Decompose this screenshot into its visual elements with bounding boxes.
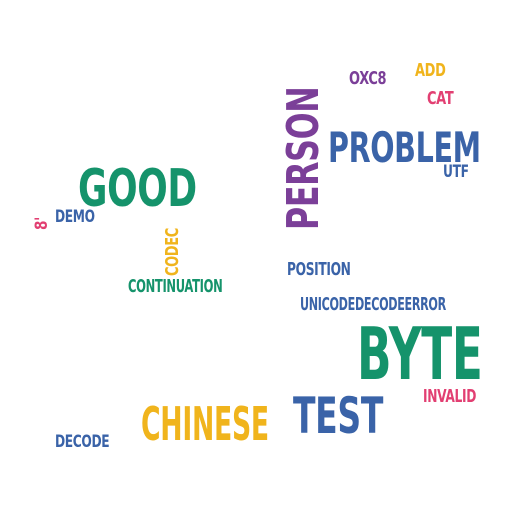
word-test: TEST <box>293 387 384 445</box>
word-chinese: CHINESE <box>141 397 269 451</box>
word-cat: CAT <box>427 88 454 109</box>
word-unicodedecodeerror: UNICODEDECODEERROR <box>300 294 446 315</box>
word-byte: BYTE <box>357 312 483 396</box>
word-eight: 8' <box>32 217 52 230</box>
word-add: ADD <box>415 60 446 81</box>
word-codec: CODEC <box>162 228 183 276</box>
word-problem: PROBLEM <box>328 123 481 172</box>
word-decode: DECODE <box>55 432 110 452</box>
word-demo: DEMO <box>55 207 95 227</box>
word-continuation: CONTINUATION <box>128 276 223 297</box>
word-invalid: INVALID <box>423 386 477 407</box>
word-position: POSITION <box>287 259 351 280</box>
word-utf: UTF <box>443 162 469 182</box>
word-person: PERSON <box>278 86 329 231</box>
word-oxc8: OXC8 <box>349 68 387 89</box>
word-good: GOOD <box>78 159 197 219</box>
